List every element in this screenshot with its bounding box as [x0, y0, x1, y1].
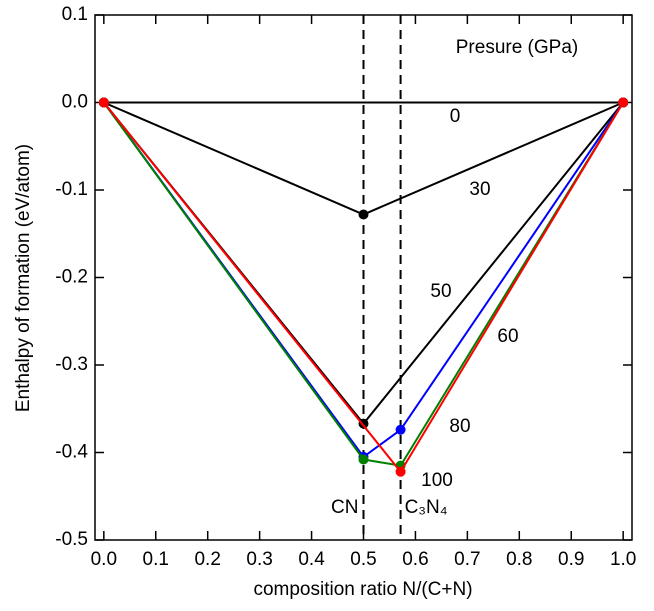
x-tick-label: 0.1 — [143, 549, 169, 570]
reference-label: CN — [331, 497, 358, 518]
reference-label: C₃N₄ — [405, 497, 448, 518]
annotation: Presure (GPa) — [456, 37, 578, 58]
series-line — [103, 101, 625, 467]
y-tick-label: 0.0 — [62, 92, 88, 113]
data-point — [98, 97, 109, 108]
x-tick-label: 0.6 — [402, 549, 428, 570]
data-point — [358, 209, 369, 220]
series-label: 30 — [469, 179, 490, 200]
x-tick-label: 1.0 — [610, 549, 636, 570]
y-tick-label: -0.3 — [55, 354, 88, 375]
data-point — [395, 424, 406, 435]
data-point — [618, 97, 629, 108]
x-tick-label: 0.0 — [91, 549, 117, 570]
series-label: 80 — [449, 416, 470, 437]
x-tick-label: 0.2 — [194, 549, 220, 570]
x-tick-label: 0.8 — [506, 549, 532, 570]
x-axis-title: composition ratio N/(C+N) — [253, 579, 472, 600]
series-label: 60 — [497, 326, 518, 347]
y-tick-label: -0.1 — [55, 179, 88, 200]
x-tick-label: 0.3 — [246, 549, 272, 570]
y-tick-label: 0.1 — [62, 4, 88, 25]
x-tick-label: 0.5 — [350, 549, 376, 570]
series-label: 50 — [430, 281, 451, 302]
data-point — [395, 466, 406, 477]
x-tick-label: 0.7 — [454, 549, 480, 570]
y-tick-label: -0.4 — [55, 442, 88, 463]
series-label: 0 — [450, 106, 461, 127]
y-tick-label: -0.5 — [55, 529, 88, 550]
series-label: 100 — [421, 470, 453, 491]
x-tick-label: 0.9 — [558, 549, 584, 570]
x-tick-label: 0.4 — [298, 549, 325, 570]
y-tick-label: -0.2 — [55, 267, 88, 288]
data-point — [358, 454, 369, 465]
y-axis-title: Enthalpy of formation (eV/atom) — [13, 144, 34, 412]
